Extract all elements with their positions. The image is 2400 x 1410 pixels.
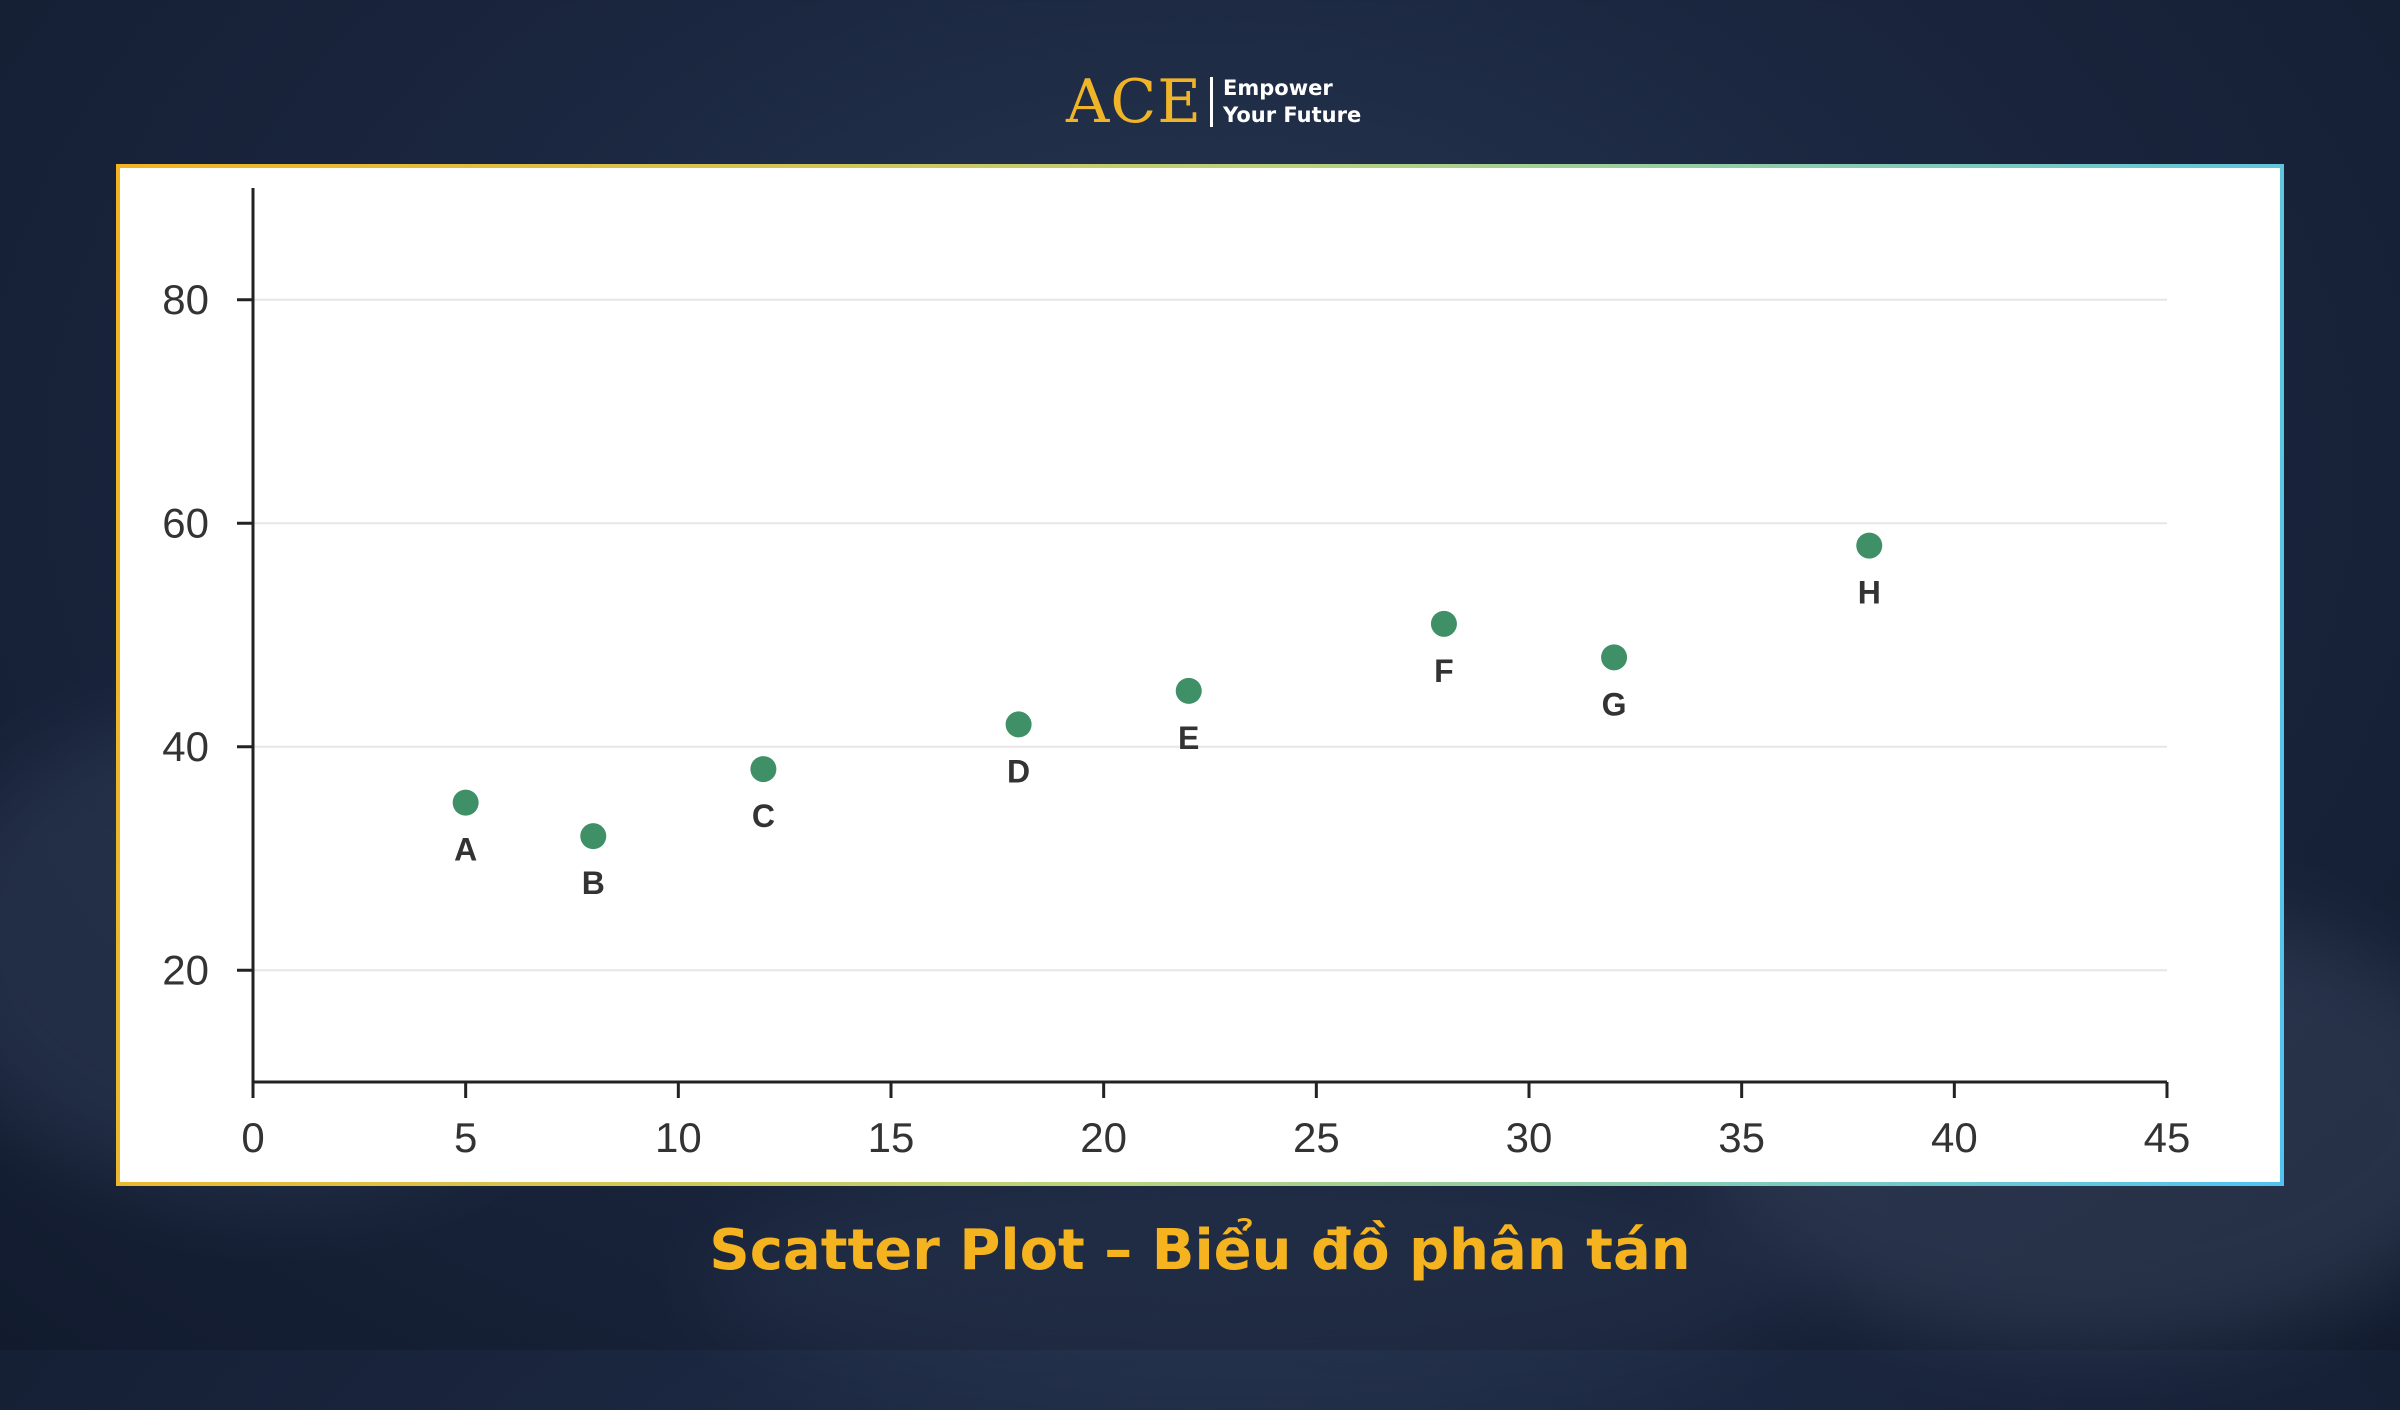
logo-mark: ACE [1066, 67, 1203, 137]
x-tick-label-0: 0 [241, 1114, 264, 1161]
data-label-c: C [752, 798, 775, 834]
data-label-f: F [1434, 653, 1454, 689]
x-tick-label-20: 20 [1080, 1114, 1127, 1161]
chart-frame: 20 40 60 80 0 5 10 15 20 25 30 35 40 45 A B C D E F G H [116, 164, 2284, 1186]
data-label-h: H [1858, 575, 1881, 611]
x-tick-label-15: 15 [868, 1114, 915, 1161]
x-tick-label-45: 45 [2144, 1114, 2191, 1161]
data-point-g [1601, 644, 1628, 671]
y-tick-label-80: 80 [162, 276, 209, 323]
data-point-c [750, 756, 777, 783]
data-label-d: D [1007, 753, 1030, 789]
y-tick-label-40: 40 [162, 723, 209, 770]
x-tick-label-35: 35 [1718, 1114, 1765, 1161]
chart-caption: Scatter Plot – Biểu đồ phân tán [709, 1218, 1691, 1283]
logo-tagline-line2: Your Future [1223, 103, 1362, 127]
y-tick-label-20: 20 [162, 946, 209, 993]
data-point-b [580, 823, 607, 850]
data-point-a [452, 789, 479, 816]
data-point-f [1430, 610, 1457, 637]
logo-tagline-line1: Empower [1223, 76, 1333, 100]
ace-logo: ACE Empower Your Future [1066, 70, 1361, 134]
logo-divider [1210, 77, 1214, 127]
x-tick-label-5: 5 [454, 1114, 477, 1161]
data-point-h [1856, 532, 1883, 559]
logo-tagline: Empower Your Future [1223, 75, 1361, 129]
scatter-chart: 20 40 60 80 0 5 10 15 20 25 30 35 40 45 A B C D E F G H [162, 188, 2191, 1161]
data-point-e [1175, 677, 1202, 704]
x-tick-label-40: 40 [1931, 1114, 1978, 1161]
data-label-b: B [582, 865, 605, 901]
data-label-a: A [454, 832, 477, 868]
y-tick-label-60: 60 [162, 499, 209, 546]
data-point-d [1005, 711, 1032, 738]
x-tick-label-10: 10 [655, 1114, 702, 1161]
chart-panel: 20 40 60 80 0 5 10 15 20 25 30 35 40 45 A B C D E F G H [120, 168, 2280, 1182]
data-label-g: G [1602, 686, 1627, 722]
x-tick-label-25: 25 [1293, 1114, 1340, 1161]
x-tick-label-30: 30 [1506, 1114, 1553, 1161]
data-label-e: E [1178, 720, 1199, 756]
